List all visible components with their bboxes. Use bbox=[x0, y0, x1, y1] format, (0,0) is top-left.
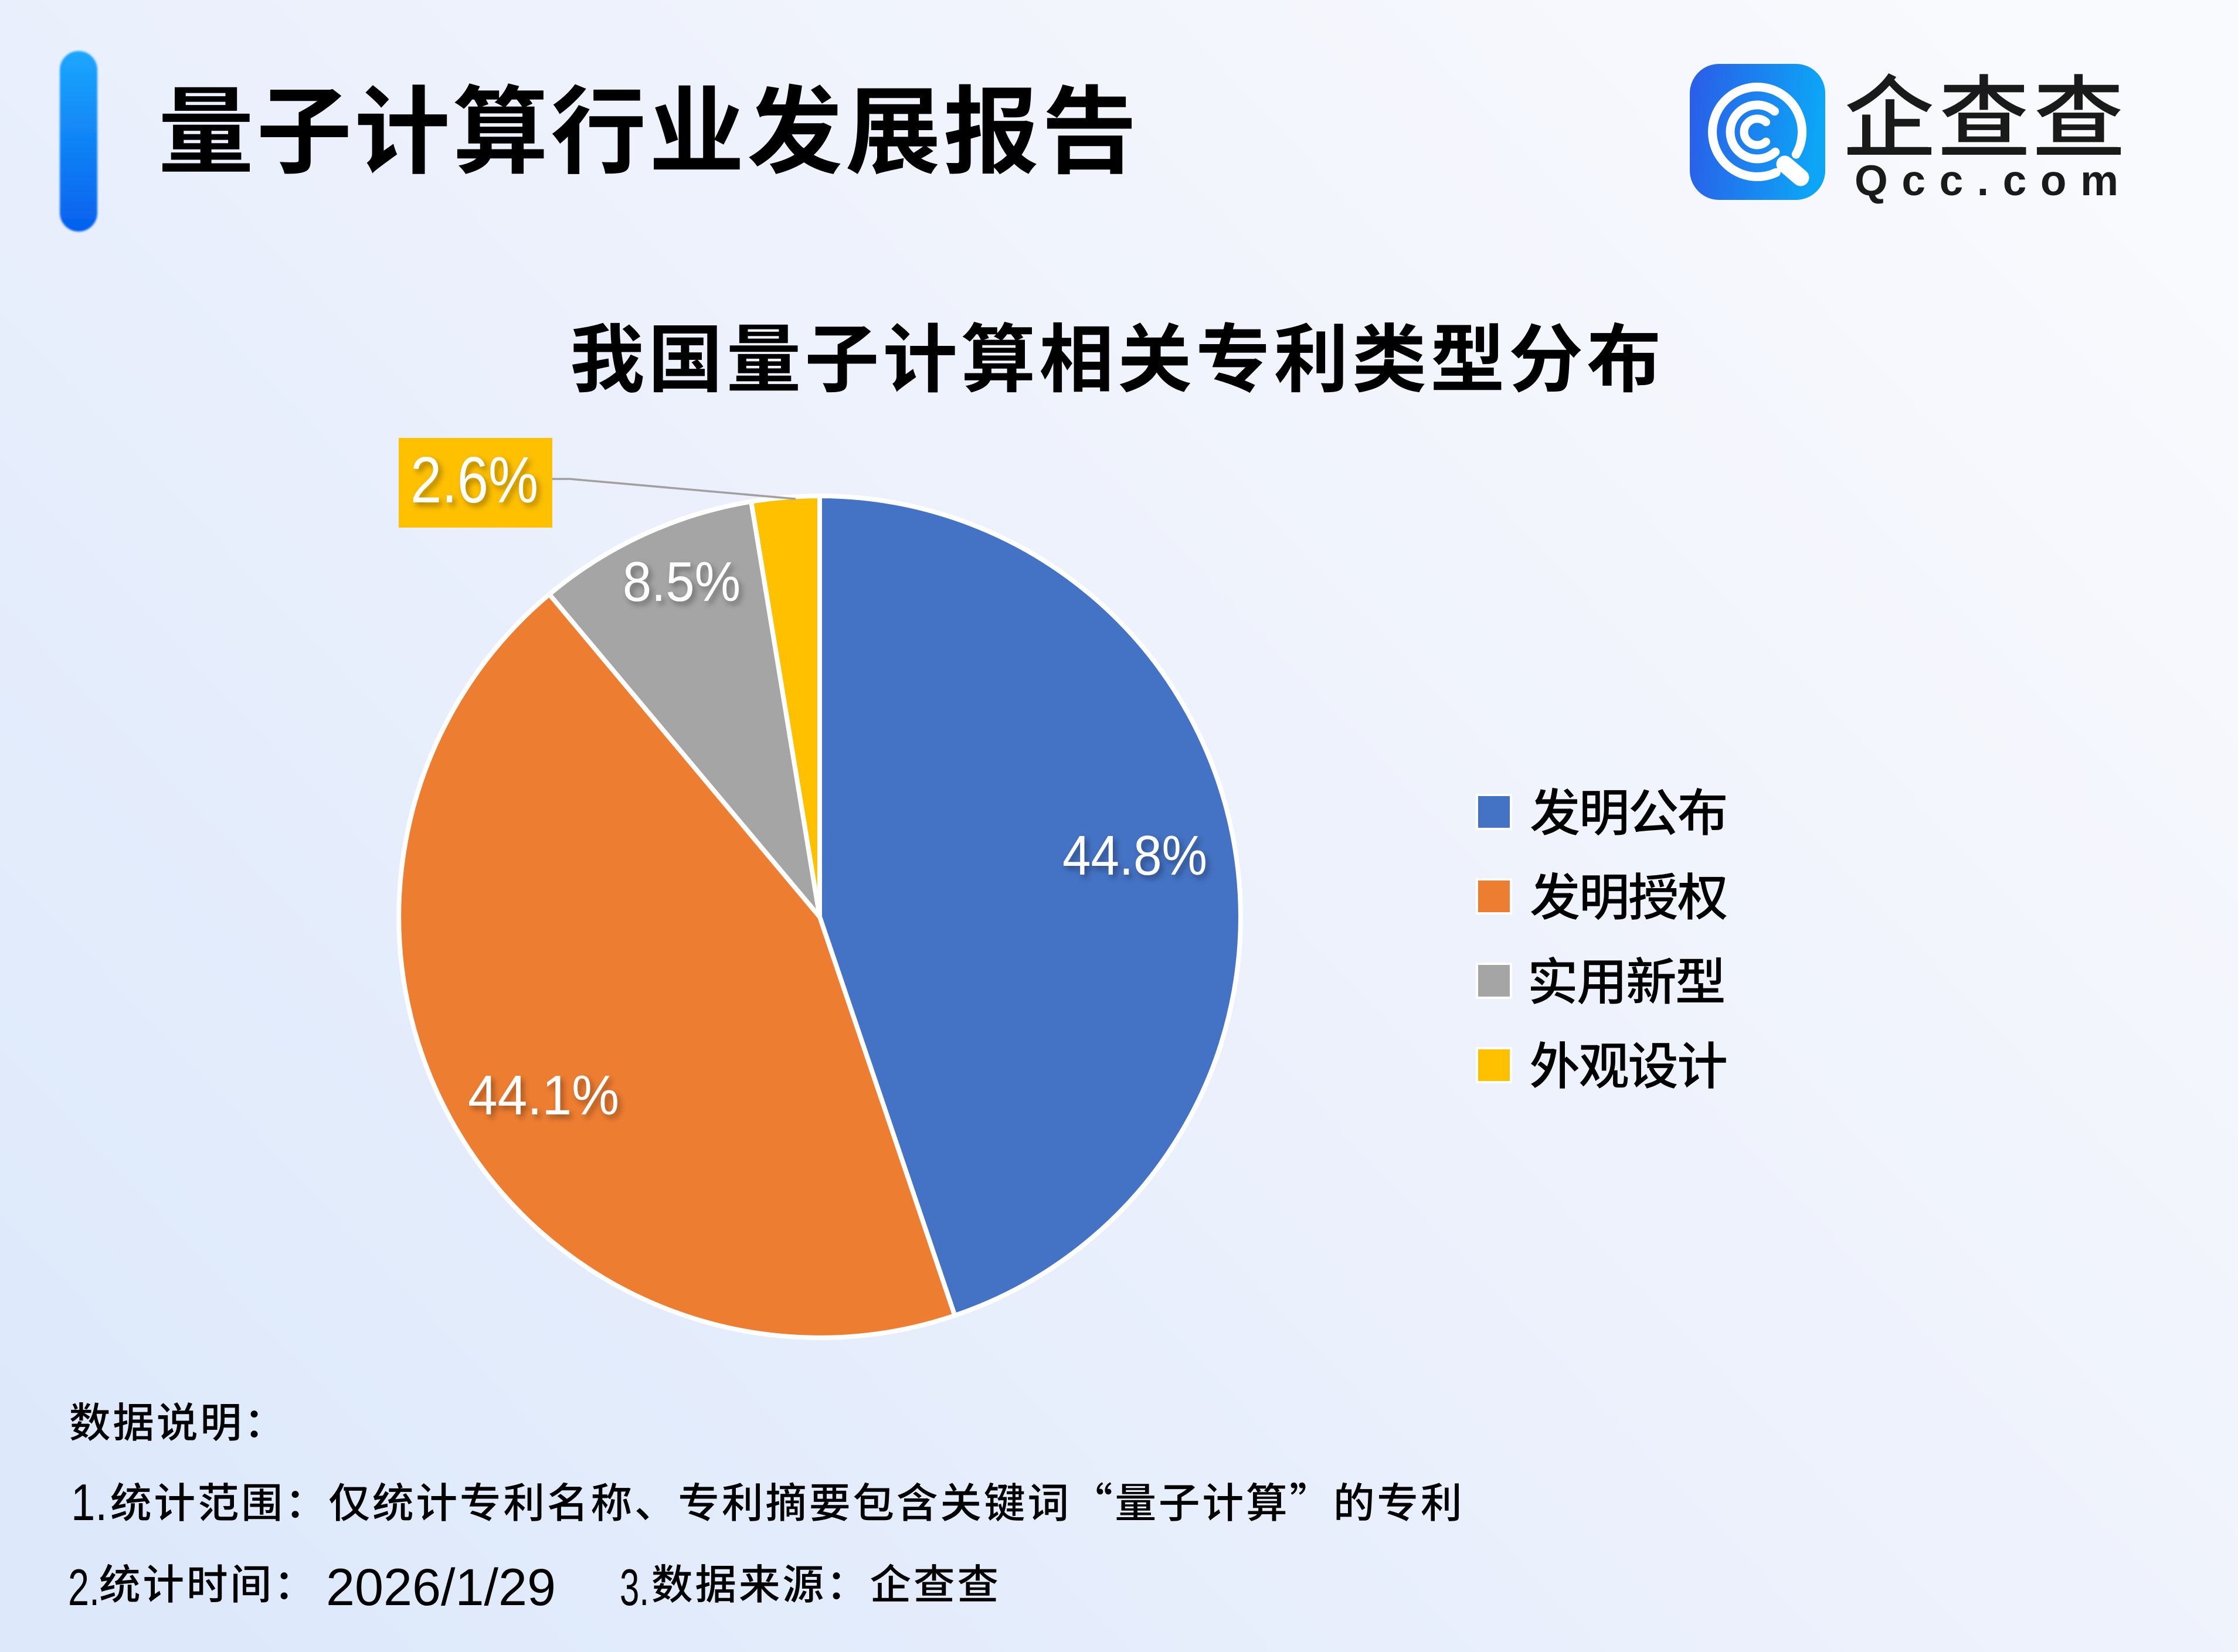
svg-text:1.: 1. bbox=[71, 1473, 107, 1531]
svg-text:3.: 3. bbox=[620, 1558, 649, 1616]
svg-text:44.1%: 44.1% bbox=[468, 1064, 619, 1127]
svg-text:44.8%: 44.8% bbox=[1062, 824, 1207, 887]
svg-text:2.6%: 2.6% bbox=[410, 444, 538, 516]
svg-text:8.5%: 8.5% bbox=[623, 550, 741, 613]
svg-text:2.: 2. bbox=[68, 1558, 100, 1616]
svg-text:2026/1/29: 2026/1/29 bbox=[326, 1558, 556, 1616]
